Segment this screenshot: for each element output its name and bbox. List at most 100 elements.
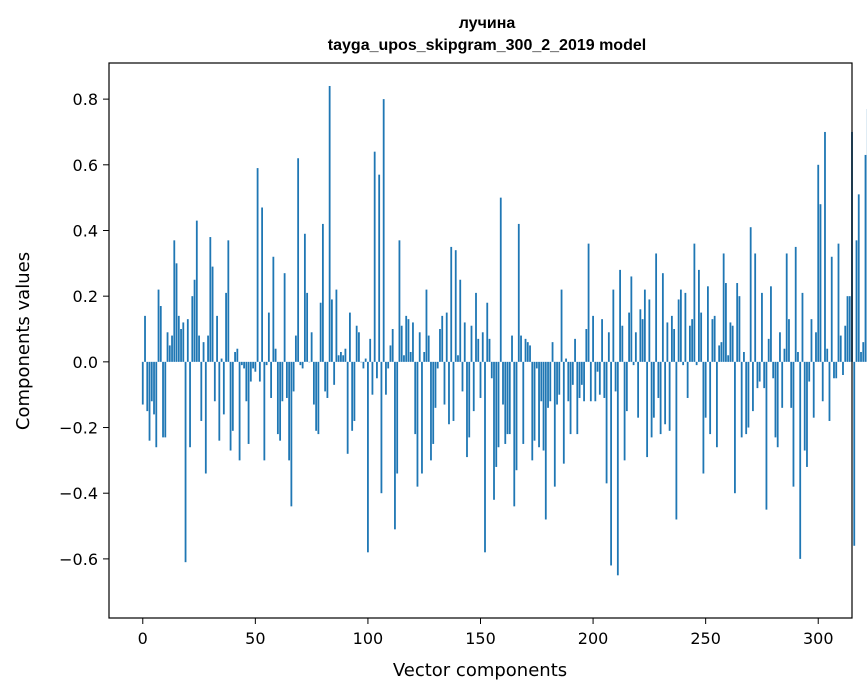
bar — [621, 325, 624, 362]
bar — [515, 361, 518, 471]
bar — [427, 335, 430, 362]
bar — [380, 361, 383, 494]
bar — [398, 240, 401, 362]
bar — [610, 361, 612, 566]
bar — [180, 329, 182, 362]
bar — [225, 292, 227, 362]
bar — [765, 361, 768, 510]
bar — [459, 279, 462, 362]
y-tick-label: −0.4 — [59, 484, 98, 503]
bar — [218, 361, 221, 441]
bar — [385, 361, 387, 395]
x-tick-label: 0 — [138, 629, 148, 648]
bar — [801, 292, 804, 362]
bar — [349, 312, 351, 362]
bar — [639, 309, 642, 362]
bar — [758, 361, 761, 382]
bar — [508, 361, 511, 435]
bar — [164, 361, 167, 438]
bar — [767, 338, 770, 362]
bar — [189, 361, 191, 448]
bar — [303, 233, 306, 362]
bar — [853, 361, 856, 546]
bar — [612, 289, 615, 362]
bar — [601, 319, 603, 362]
bar — [628, 312, 630, 362]
bar — [531, 361, 534, 461]
bar — [414, 361, 417, 435]
bar — [193, 279, 196, 362]
bar — [234, 351, 236, 362]
bar — [770, 286, 772, 362]
bar — [673, 329, 676, 362]
bar — [351, 361, 354, 431]
bar — [713, 315, 716, 362]
bar — [175, 263, 178, 362]
bar — [256, 168, 259, 362]
bar — [607, 332, 610, 362]
bar — [803, 361, 806, 451]
bar — [182, 322, 185, 362]
bar — [614, 361, 617, 392]
bar — [659, 361, 662, 435]
bar — [265, 361, 268, 366]
bar — [815, 332, 817, 362]
bar — [544, 361, 547, 520]
bar — [227, 240, 230, 362]
y-axis-ticks: −0.6 −0.4 −0.2 0.0 0.2 0.4 0.6 0.8 — [59, 90, 109, 569]
bar — [294, 335, 297, 362]
x-tick-label: 250 — [690, 629, 721, 648]
bar — [186, 319, 189, 362]
bar — [364, 358, 367, 362]
bar — [743, 351, 745, 362]
bar — [535, 361, 538, 369]
bar — [369, 338, 372, 362]
bar — [772, 361, 775, 379]
bar — [761, 292, 763, 362]
bar — [576, 361, 579, 435]
bar — [565, 358, 567, 362]
bar — [423, 351, 426, 362]
bar — [864, 154, 867, 362]
y-tick-label: 0.2 — [73, 287, 98, 306]
bar — [634, 332, 637, 362]
bar — [700, 312, 703, 362]
bar — [353, 361, 356, 421]
bar — [679, 289, 682, 362]
bar — [405, 315, 408, 362]
bar — [299, 361, 302, 366]
bar — [553, 361, 556, 487]
bar — [779, 332, 781, 362]
bar — [407, 319, 410, 362]
bar — [263, 361, 266, 461]
bar — [594, 361, 597, 402]
bar — [297, 158, 300, 362]
bar — [711, 319, 714, 362]
bar — [749, 227, 752, 362]
bar — [623, 361, 626, 461]
bar — [283, 273, 286, 362]
chart-subtitle: tayga_upos_skipgram_300_2_2019 model — [328, 37, 646, 54]
bar — [526, 342, 529, 362]
bar — [454, 250, 457, 362]
bar — [556, 361, 558, 405]
bar — [567, 361, 570, 402]
bar — [693, 243, 696, 362]
bar — [641, 319, 644, 362]
bar — [619, 269, 621, 362]
bar — [421, 361, 423, 474]
bar — [168, 345, 171, 362]
bar — [824, 131, 826, 362]
bar — [439, 329, 441, 362]
bar — [412, 322, 414, 362]
bar — [646, 361, 649, 458]
bar — [774, 361, 777, 438]
bar — [684, 292, 687, 362]
bar — [547, 361, 549, 408]
bar — [522, 361, 525, 444]
bar — [238, 361, 241, 461]
bar — [258, 361, 261, 382]
bar — [184, 361, 187, 563]
y-tick-label: −0.6 — [59, 550, 98, 569]
bar — [445, 312, 448, 362]
